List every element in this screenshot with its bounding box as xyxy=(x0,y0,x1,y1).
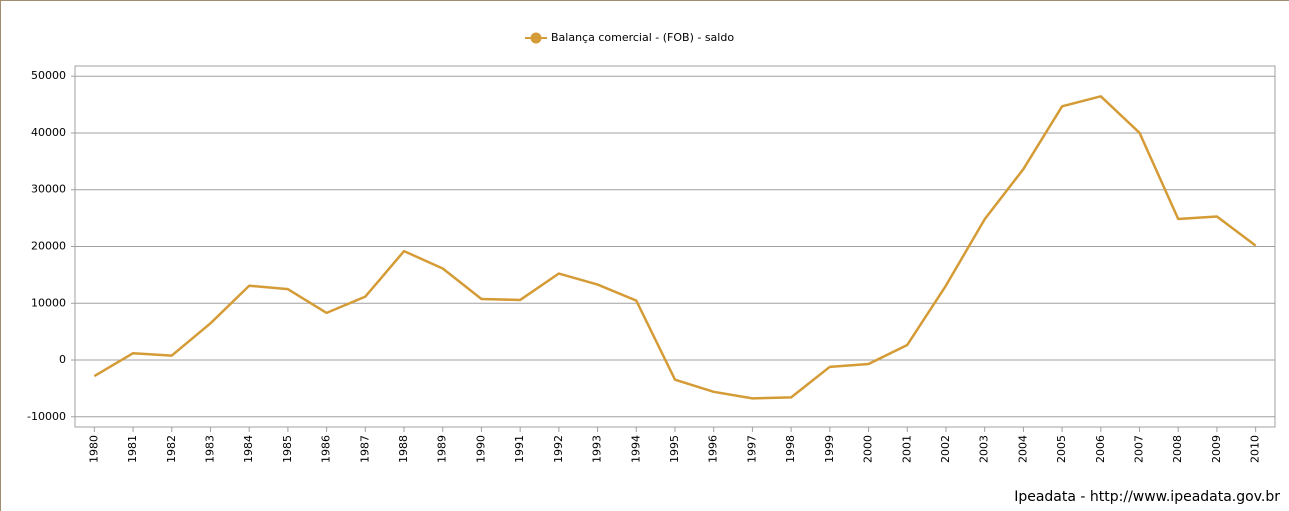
x-tick-label: 1980 xyxy=(87,435,100,463)
x-tick-label: 2010 xyxy=(1249,435,1262,463)
x-tick-label: 1986 xyxy=(320,435,333,463)
y-tick-label: 10000 xyxy=(31,296,66,309)
legend-marker xyxy=(530,32,542,44)
line xyxy=(93,95,1257,400)
x-tick-label: 2005 xyxy=(1055,435,1068,463)
x-tick-label: 2003 xyxy=(978,435,991,463)
x-tick-label: 1988 xyxy=(397,435,410,463)
x-tick-label: 1997 xyxy=(745,435,758,463)
x-tick-label: 1998 xyxy=(784,435,797,463)
y-tick-label: 30000 xyxy=(31,183,66,196)
x-tick-label: 1996 xyxy=(707,435,720,463)
y-tick-label: 40000 xyxy=(31,126,66,139)
x-tick-label: 2006 xyxy=(1094,435,1107,463)
x-tick-label: 1985 xyxy=(281,435,294,463)
y-tick-label: 0 xyxy=(59,353,66,366)
legend-label: Balança comercial - (FOB) - saldo xyxy=(551,31,734,44)
x-tick-label: 2008 xyxy=(1171,435,1184,463)
y-tick-label: -10000 xyxy=(27,410,66,423)
x-tick-label: 1993 xyxy=(591,435,604,463)
y-tick-label: 50000 xyxy=(31,69,66,82)
source: Ipeadata - http://www.ipeadata.gov.br xyxy=(1014,489,1280,505)
x-tick-label: 2001 xyxy=(900,435,913,463)
x-tick-label: 2000 xyxy=(862,435,875,463)
x-tick-label: 1989 xyxy=(436,435,449,463)
x-tick-label: 1990 xyxy=(474,435,487,463)
x-tick-label: 1981 xyxy=(126,435,139,463)
x-tick-label: 1991 xyxy=(513,435,526,463)
x-tick-label: 1995 xyxy=(668,435,681,463)
x-tick-label: 1994 xyxy=(629,435,642,463)
x-tick-label: 1992 xyxy=(552,435,565,463)
x-tick-label: 2009 xyxy=(1210,435,1223,463)
x-tick-label: 1987 xyxy=(358,435,371,463)
x-tick-label: 2002 xyxy=(939,435,952,463)
x-tick-label: 1999 xyxy=(823,435,836,463)
x-tick-label: 1983 xyxy=(203,435,216,463)
x-tick-label: 1984 xyxy=(242,435,255,463)
x-tick-label: 1982 xyxy=(165,435,178,463)
y-tick-label: 20000 xyxy=(31,240,66,253)
x-tick-label: 2004 xyxy=(1016,435,1029,463)
x-tick-label: 2007 xyxy=(1133,435,1146,463)
